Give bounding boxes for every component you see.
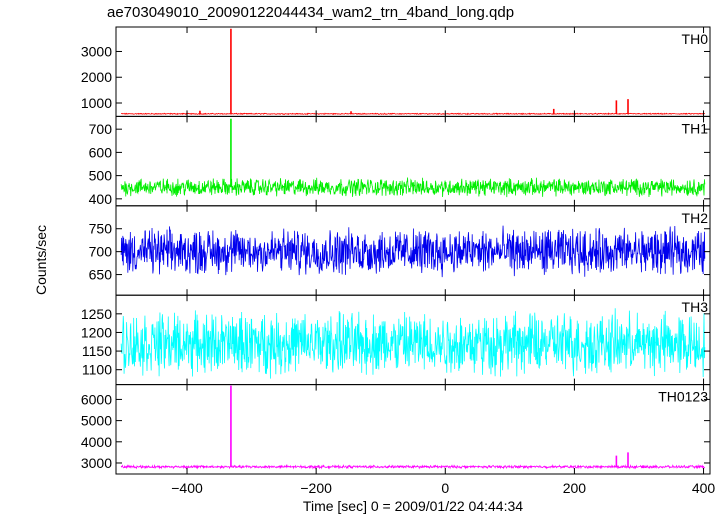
y-tick-label: 6000 <box>81 391 112 407</box>
y-tick-label: 5000 <box>81 413 112 429</box>
y-tick-label: 750 <box>89 221 113 237</box>
x-tick-label: −200 <box>300 480 332 496</box>
x-axis-label: Time [sec] 0 = 2009/01/22 04:44:34 <box>303 498 523 514</box>
y-tick-label: 4000 <box>81 434 112 450</box>
y-tick-label: 400 <box>89 191 113 207</box>
chart-title: ae703049010_20090122044434_wam2_trn_4ban… <box>107 4 515 21</box>
y-tick-label: 1250 <box>81 306 112 322</box>
y-tick-label: 500 <box>89 168 113 184</box>
panel-frame <box>115 26 711 117</box>
y-tick-label: 650 <box>89 267 113 283</box>
series-th0 <box>120 112 706 116</box>
y-tick-label: 600 <box>89 144 113 160</box>
panel-th1: 400 500 600 700 TH1 <box>89 115 711 207</box>
y-axis-label: Counts/sec <box>33 225 49 295</box>
y-tick-label: 1200 <box>81 324 112 340</box>
y-tick-label: 3000 <box>81 43 112 59</box>
panel-name-label: TH3 <box>682 299 709 315</box>
panel-frame <box>115 384 711 475</box>
series-th3 <box>120 308 706 379</box>
y-tick-label: 700 <box>89 121 113 137</box>
panel-name-label: TH1 <box>682 120 709 136</box>
panels-layer: 1000 2000 3000 TH0 400 500 600 700 TH1 650 700 750 T… <box>81 26 711 475</box>
y-tick-label: 1150 <box>82 343 112 359</box>
panel-th0123: 3000 4000 5000 6000 TH0123 <box>81 384 711 475</box>
panel-th2: 650 700 750 TH2 <box>89 205 711 296</box>
y-tick-label: 700 <box>89 244 113 260</box>
x-tick-label: 400 <box>692 480 716 496</box>
y-tick-label: 1000 <box>81 95 112 111</box>
series-th0123 <box>120 463 705 470</box>
x-axis: −400 −200 0 200 400 <box>171 480 715 496</box>
y-tick-label: 3000 <box>81 455 112 471</box>
y-tick-label: 1100 <box>82 362 112 378</box>
panel-name-label: TH2 <box>682 210 709 226</box>
x-tick-label: 0 <box>441 480 449 496</box>
series-th2 <box>120 225 706 278</box>
x-tick-label: 200 <box>563 480 587 496</box>
y-tick-label: 2000 <box>81 69 112 85</box>
panel-name-label: TH0123 <box>658 389 708 405</box>
series-th1 <box>120 177 706 198</box>
panel-th0: 1000 2000 3000 TH0 <box>81 26 711 117</box>
x-tick-label: −400 <box>171 480 203 496</box>
panel-name-label: TH0 <box>682 31 709 47</box>
panel-th3: 1100 1150 1200 1250 TH3 <box>81 294 711 386</box>
